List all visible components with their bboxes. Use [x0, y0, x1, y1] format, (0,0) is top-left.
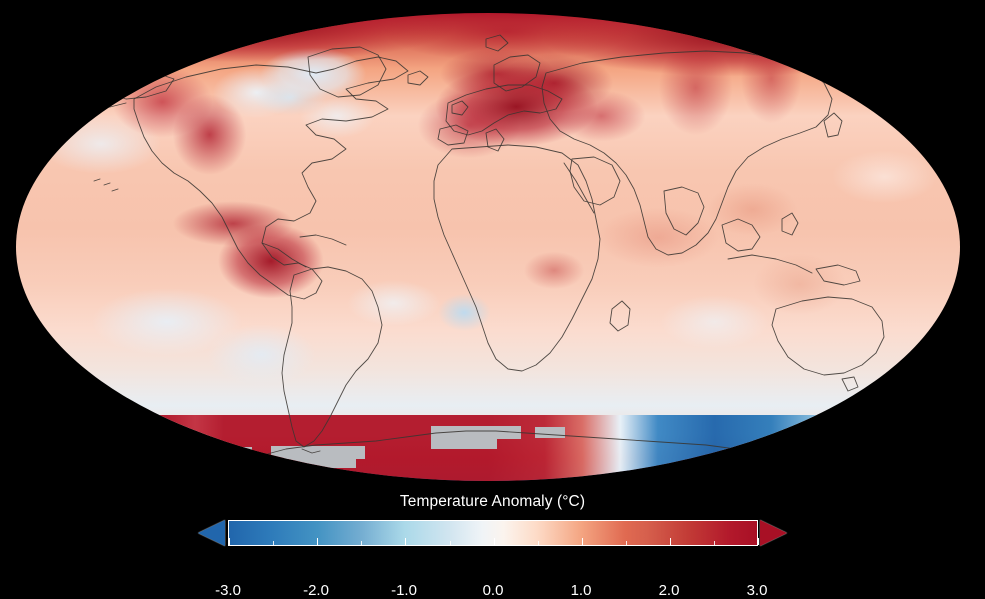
coastline-southeast-asia: [722, 219, 760, 251]
colorbar-tick-minor: [273, 541, 274, 545]
coastline-australia: [772, 297, 884, 375]
colorbar-tick-major: [494, 538, 495, 545]
coastline-caribbean: [300, 235, 346, 245]
coastline-asia: [542, 51, 832, 255]
coastline-red-sea: [564, 163, 594, 213]
colorbar[interactable]: -3.0 -2.0 -1.0 0.0 1.0 2.0 3.0: [198, 520, 789, 599]
coastline-india: [664, 187, 704, 235]
coastline-italy: [486, 129, 504, 151]
colorbar-tick-major: [670, 538, 671, 545]
coastline-greenland: [308, 47, 386, 97]
colorbar-tick-major: [582, 538, 583, 545]
coastline-aleutian-arc: [78, 103, 126, 109]
temperature-field-anomalies: [16, 13, 960, 481]
colorbar-tick-major: [758, 538, 759, 545]
coastline-tierra-del-fuego: [302, 449, 320, 453]
coastline-north-america: [134, 57, 408, 299]
colorbar-tick-label: 1.0: [570, 582, 592, 599]
colorbar-tick-label: 3.0: [746, 582, 768, 599]
colorbar-tick-minor: [538, 541, 539, 545]
colorbar-gradient[interactable]: [228, 520, 759, 546]
colorbar-tick-minor: [361, 541, 362, 545]
coastline-south-america: [282, 267, 382, 447]
colorbar-tick-minor: [450, 541, 451, 545]
nodata-cell: [100, 447, 252, 459]
colorbar-tick-minor: [626, 541, 627, 545]
colorbar-tick-label: -1.0: [391, 582, 417, 599]
coastline-antarctica: [136, 431, 826, 461]
colorbar-title: Temperature Anomaly (°C): [399, 493, 586, 510]
coastline-madagascar: [610, 301, 630, 331]
colorbar-tick-label: 2.0: [658, 582, 680, 599]
coastline-philippines: [782, 213, 798, 235]
colorbar-tick-major: [229, 538, 230, 545]
coastline-iberia: [438, 125, 468, 145]
triangle-left-icon: [198, 520, 225, 546]
colorbar-tick-major: [317, 538, 318, 545]
nodata-cell: [431, 437, 498, 450]
coastline-scandinavia: [494, 55, 540, 91]
nodata-cell: [535, 426, 566, 438]
world-map-robinson: [16, 13, 960, 481]
coastline-japan: [824, 113, 842, 137]
coastline-iceland: [408, 71, 428, 85]
coastline-tasmania: [842, 377, 858, 391]
coastline-british-isles: [452, 101, 468, 115]
coastline-europe: [446, 85, 562, 135]
coastline-hawaii: [94, 179, 118, 191]
nodata-cell: [148, 457, 356, 468]
triangle-right-icon: [760, 520, 787, 546]
colorbar-tick-label: -2.0: [303, 582, 329, 599]
nodata-cell: [270, 446, 366, 459]
coastline-arabia: [570, 157, 620, 205]
coastline-alaska: [112, 73, 174, 99]
map-panel: [16, 13, 960, 481]
colorbar-area: Temperature Anomaly (°C): [0, 488, 985, 599]
nodata-cell: [431, 425, 522, 439]
nodata-cell: [67, 436, 205, 449]
colorbar-tick-label: -3.0: [215, 582, 241, 599]
colorbar-tick-major: [405, 538, 406, 545]
coastline-central-america: [262, 243, 306, 267]
coastline-africa: [434, 145, 600, 371]
coastline-new-zealand: [908, 345, 930, 381]
colorbar-tick-minor: [714, 541, 715, 545]
coastline-svalbard: [486, 35, 508, 51]
colorbar-tick-label: 0.0: [482, 582, 504, 599]
coastline-new-guinea: [816, 265, 860, 285]
coastline-indonesia: [728, 255, 812, 273]
coastline-overlay: [16, 13, 960, 481]
